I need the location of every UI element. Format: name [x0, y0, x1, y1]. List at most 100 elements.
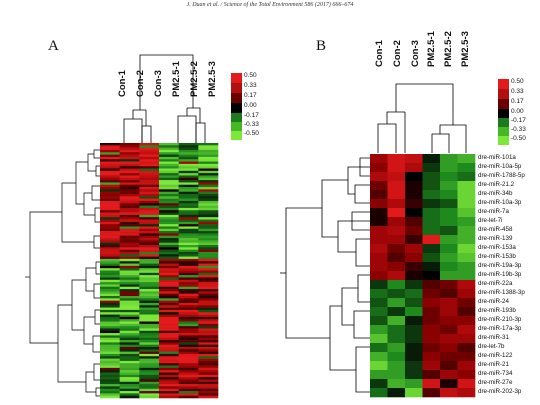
- heatmap-cell: [139, 296, 160, 299]
- heatmap-cell: [422, 325, 441, 335]
- heatmap-cell: [100, 393, 120, 396]
- heatmap-cell: [178, 302, 199, 306]
- heatmap-cell: [178, 370, 199, 373]
- heatmap-cell: [139, 224, 160, 227]
- heatmap-cell: [198, 384, 219, 387]
- heatmap-cell: [100, 279, 120, 283]
- heatmap-cell: [100, 177, 120, 181]
- heatmap-cell: [139, 370, 160, 373]
- heatmap-cell: [100, 240, 120, 243]
- heatmap-cell: [119, 219, 140, 223]
- heatmap-cell: [119, 323, 140, 327]
- heatmap-cell: [405, 244, 423, 254]
- panel-b-heatmap: [370, 154, 476, 398]
- heatmap-cell: [119, 337, 140, 341]
- heatmap-cell: [440, 181, 458, 191]
- heatmap-cell: [159, 379, 179, 383]
- heatmap-cell: [139, 384, 160, 387]
- heatmap-cell: [440, 154, 458, 164]
- heatmap-cell: [159, 314, 179, 318]
- heatmap-cell: [440, 361, 458, 371]
- heatmap-cell: [198, 175, 219, 179]
- heatmap-cell: [159, 384, 179, 387]
- heatmap-cell: [370, 379, 388, 389]
- heatmap-cell: [198, 300, 219, 304]
- heatmap-cell: [370, 199, 388, 209]
- heatmap-cell: [198, 342, 219, 345]
- heatmap-cell: [198, 207, 219, 211]
- heatmap-cell: [387, 307, 406, 317]
- heatmap-cell: [119, 175, 140, 179]
- heatmap-cell: [405, 307, 423, 317]
- heatmap-cell: [457, 235, 476, 245]
- heatmap-cell: [139, 270, 160, 274]
- heatmap-cell: [370, 181, 388, 191]
- heatmap-cell: [100, 187, 120, 190]
- heatmap-cell: [198, 203, 219, 206]
- heatmap-cell: [178, 149, 199, 153]
- heatmap-cell: [119, 330, 140, 334]
- heatmap-cell: [178, 286, 199, 290]
- panel-a-heatmap: [100, 143, 219, 399]
- heatmap-cell: [422, 154, 441, 164]
- heatmap-cell: [159, 333, 179, 336]
- heatmap-cell: [198, 184, 219, 188]
- heatmap-cell: [139, 330, 160, 334]
- heatmap-cell: [119, 321, 140, 325]
- heatmap-cell: [119, 184, 140, 188]
- heatmap-cell: [159, 263, 179, 267]
- heatmap-cell: [198, 161, 219, 165]
- heatmap-cell: [178, 182, 199, 186]
- heatmap-cell: [178, 277, 199, 281]
- heatmap-cell: [422, 361, 441, 371]
- heatmap-cell: [178, 367, 199, 371]
- mirna-row-label: dre-miR-22a: [478, 280, 513, 288]
- heatmap-cell: [119, 328, 140, 332]
- heatmap-cell: [387, 217, 406, 227]
- heatmap-cell: [178, 238, 199, 241]
- heatmap-cell: [100, 143, 120, 146]
- heatmap-cell: [159, 372, 179, 376]
- heatmap-cell: [178, 353, 199, 357]
- heatmap-cell: [178, 323, 199, 327]
- heatmap-cell: [178, 194, 199, 197]
- heatmap-cell: [457, 280, 476, 290]
- heatmap-cell: [139, 226, 160, 230]
- heatmap-cell: [198, 374, 219, 378]
- heatmap-cell: [159, 149, 179, 153]
- heatmap-cell: [178, 395, 199, 399]
- heatmap-cell: [100, 249, 120, 253]
- heatmap-cell: [178, 305, 199, 308]
- heatmap-cell: [119, 367, 140, 371]
- heatmap-cell: [100, 196, 120, 199]
- heatmap-cell: [119, 312, 140, 315]
- heatmap-cell: [387, 325, 406, 335]
- heatmap-cell: [457, 361, 476, 371]
- heatmap-cell: [100, 353, 120, 357]
- heatmap-cell: [178, 147, 199, 151]
- heatmap-cell: [440, 370, 458, 380]
- heatmap-cell: [159, 268, 179, 271]
- heatmap-cell: [405, 298, 423, 308]
- heatmap-cell: [100, 182, 120, 186]
- heatmap-cell: [139, 293, 160, 297]
- heatmap-cell: [159, 337, 179, 341]
- heatmap-cell: [198, 272, 219, 276]
- heatmap-cell: [119, 214, 140, 218]
- heatmap-cell: [198, 282, 219, 285]
- heatmap-cell: [159, 284, 179, 288]
- heatmap-cell: [139, 256, 160, 260]
- legend-a-tick: 0.00: [244, 102, 257, 109]
- heatmap-cell: [119, 189, 140, 192]
- heatmap-cell: [100, 347, 120, 350]
- heatmap-cell: [457, 163, 476, 173]
- heatmap-cell: [119, 395, 140, 399]
- heatmap-cell: [119, 207, 140, 211]
- heatmap-cell: [119, 279, 140, 283]
- heatmap-cell: [387, 370, 406, 380]
- heatmap-cell: [178, 363, 199, 366]
- heatmap-cell: [119, 277, 140, 281]
- heatmap-cell: [198, 347, 219, 350]
- heatmap-cell: [405, 226, 423, 236]
- heatmap-cell: [119, 258, 140, 262]
